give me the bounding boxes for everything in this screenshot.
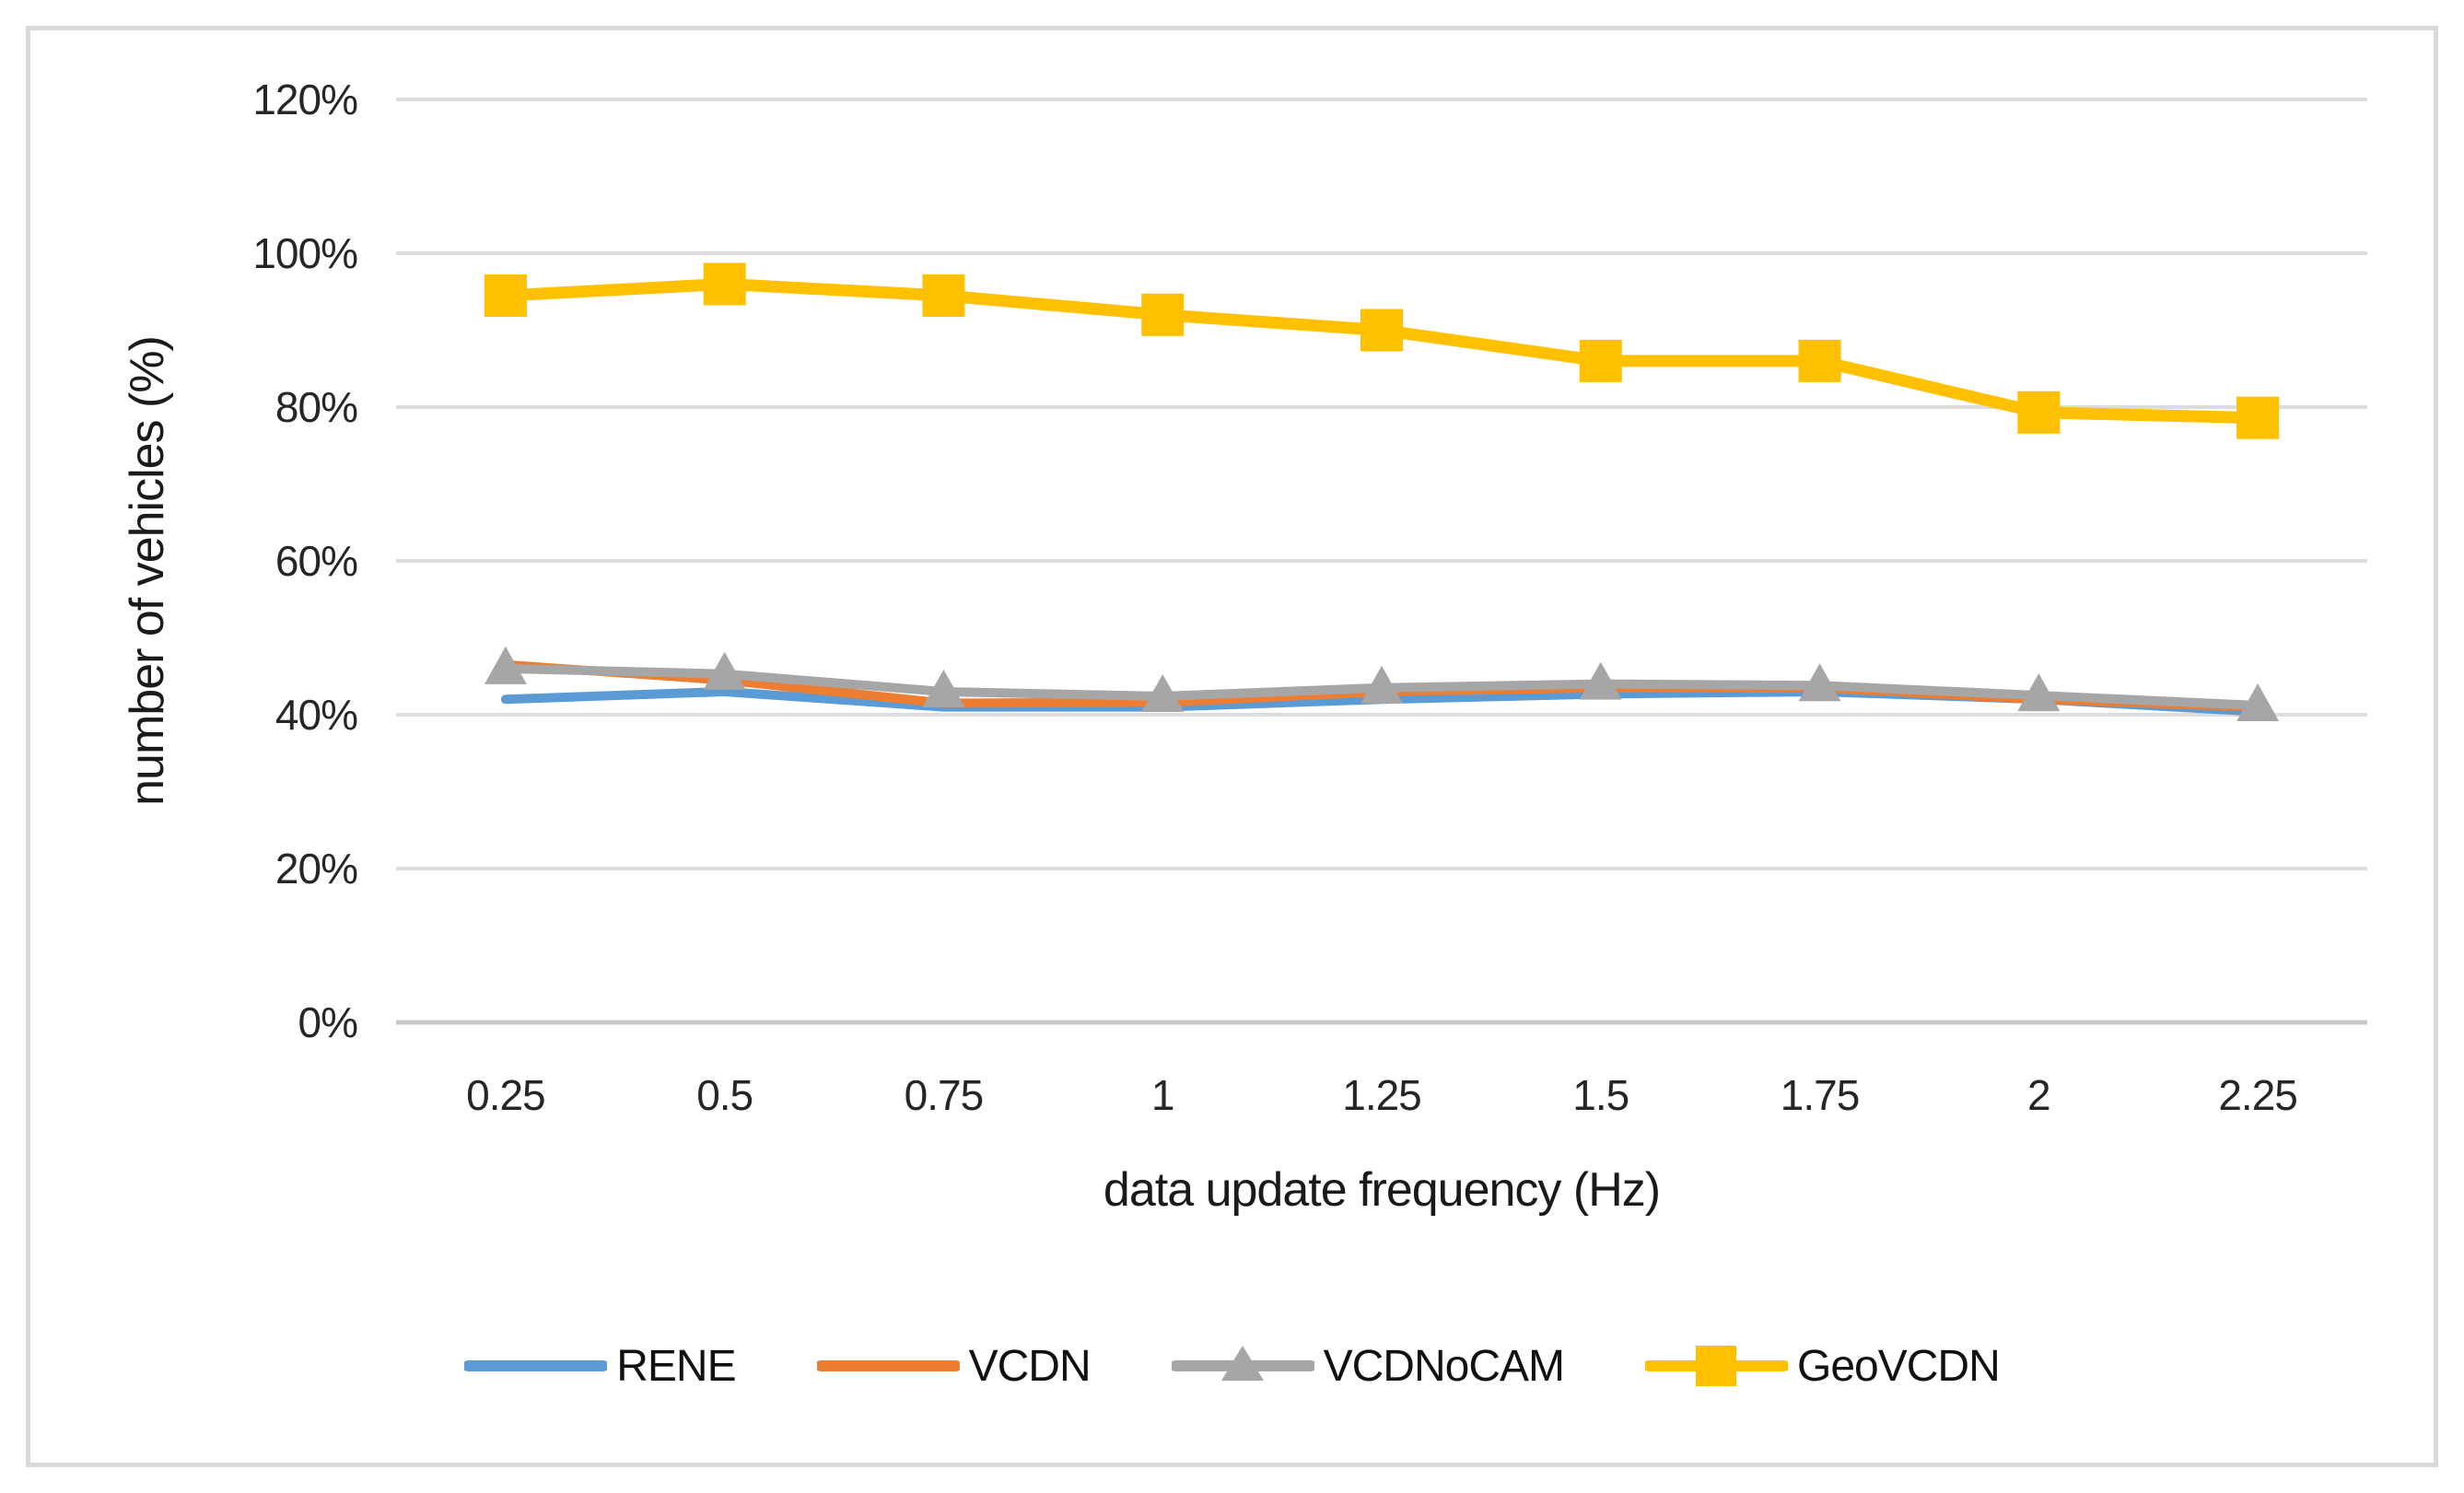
y-tick-label: 40% [275, 691, 357, 739]
marker-square [1360, 309, 1403, 352]
y-tick-label: 120% [252, 76, 357, 123]
y-tick-label: 100% [252, 229, 357, 277]
marker-triangle [922, 669, 965, 707]
x-axis-title: data update frequency (Hz) [1103, 1163, 1661, 1217]
legend-swatch-RENE [464, 1360, 608, 1371]
y-axis-title: number of vehicles (%) [121, 336, 174, 806]
x-tick-label: 1.25 [1342, 1071, 1421, 1119]
legend: RENE VCDN VCDNoCAM GeoVCDN [0, 1340, 2464, 1392]
marker-square [2017, 391, 2061, 434]
marker-square [2236, 396, 2280, 439]
chart-border [26, 26, 2438, 1467]
x-tick-label: 1 [1151, 1071, 1174, 1119]
x-tick-label: 0.75 [905, 1071, 984, 1119]
legend-item-RENE: RENE [464, 1340, 737, 1392]
x-tick-label: 0.25 [466, 1071, 545, 1119]
marker-triangle [2236, 682, 2280, 721]
marker-square [703, 262, 746, 306]
y-tick-label: 80% [275, 383, 357, 431]
marker-triangle [703, 651, 746, 690]
y-tick-label: 0% [298, 998, 358, 1046]
y-tick-label: 60% [275, 537, 357, 585]
marker-square [1579, 339, 1622, 382]
x-tick-label: 2.25 [2218, 1071, 2297, 1119]
marker-triangle [1798, 663, 1841, 702]
legend-item-VCDNoCAM: VCDNoCAM [1171, 1340, 1565, 1392]
legend-label-RENE: RENE [616, 1341, 736, 1391]
x-tick-label: 0.5 [696, 1071, 753, 1119]
marker-triangle [484, 646, 527, 684]
legend-swatch-VCDNoCAM [1171, 1346, 1314, 1381]
legend-label-VCDNoCAM: VCDNoCAM [1323, 1341, 1565, 1391]
marker-triangle [1141, 673, 1185, 712]
x-tick-label: 1.75 [1781, 1071, 1860, 1119]
x-tick-label: 2 [2027, 1071, 2050, 1119]
marker-square [1798, 339, 1841, 382]
legend-label-GeoVCDN: GeoVCDN [1797, 1341, 2001, 1391]
marker-triangle [1579, 661, 1622, 700]
legend-swatch-GeoVCDN [1645, 1346, 1788, 1386]
legend-label-VCDN: VCDN [968, 1341, 1092, 1391]
legend-item-VCDN: VCDN [816, 1340, 1092, 1392]
marker-triangle [1360, 665, 1403, 704]
marker-square [1141, 293, 1185, 336]
marker-triangle [2017, 673, 2061, 712]
legend-swatch-VCDN [816, 1360, 960, 1371]
legend-item-GeoVCDN: GeoVCDN [1645, 1340, 2001, 1392]
marker-square [922, 274, 965, 317]
marker-square [484, 274, 527, 317]
y-tick-label: 20% [275, 845, 357, 892]
x-tick-label: 1.5 [1572, 1071, 1629, 1119]
